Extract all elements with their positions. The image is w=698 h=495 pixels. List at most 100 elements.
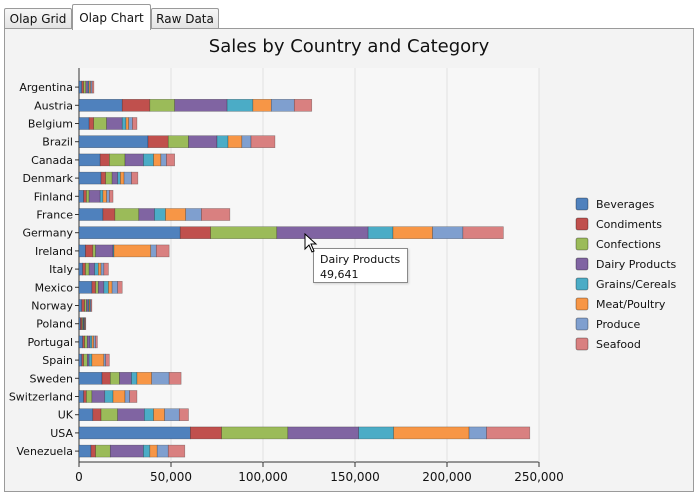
bar-segment (78, 280, 93, 294)
bar-segment (149, 99, 175, 112)
bar-segment (167, 135, 189, 148)
bar-segment (188, 135, 218, 148)
bar-segment (178, 408, 189, 422)
y-category-label: Mexico (35, 281, 74, 294)
bar-segment (102, 190, 107, 203)
bar-segment (86, 390, 93, 403)
bar-segment (78, 135, 149, 148)
legend-swatch (575, 217, 589, 231)
bar-segment (468, 426, 487, 440)
bar-segment (367, 226, 394, 239)
bar-segment (132, 117, 138, 130)
bar-segment (99, 153, 110, 167)
tooltip-category: Dairy Products (320, 253, 401, 266)
legend-label: Grains/Cereals (596, 278, 677, 291)
mouse-cursor-icon (304, 233, 318, 253)
y-category-label: Denmark (22, 172, 73, 185)
x-tick-label: 100,000 (238, 470, 288, 484)
bar-segment (109, 444, 144, 458)
bar-segment (174, 99, 228, 112)
bar-segment (85, 80, 89, 94)
legend-label: Meat/Poultry (596, 298, 666, 311)
legend-label: Dairy Products (596, 258, 677, 271)
y-category-label: Finland (34, 190, 73, 203)
bar-segment (250, 135, 276, 148)
bar-segment (92, 408, 102, 422)
bar-segment (358, 426, 394, 440)
bar-segment (136, 371, 152, 385)
bar-segment (221, 426, 289, 440)
bar-segment (78, 371, 103, 385)
bar-segment (78, 153, 101, 167)
bar-segment (78, 226, 181, 239)
bar-segment (85, 244, 94, 258)
bar-segment (98, 280, 105, 294)
bar-segment (83, 353, 88, 367)
bar-segment (109, 371, 120, 385)
bar-segment (128, 117, 133, 130)
x-tick-label: 200,000 (422, 470, 472, 484)
bar-segment (78, 390, 84, 403)
bar-segment (124, 390, 130, 403)
legend-swatch (575, 257, 589, 271)
y-category-label: France (36, 209, 73, 222)
bar-segment (252, 99, 272, 112)
bar-segment (166, 153, 175, 167)
bar-segment (83, 80, 87, 94)
bar-segment (90, 444, 96, 458)
bar-segment (95, 280, 99, 294)
tab-raw-data[interactable]: Raw Data (151, 8, 219, 29)
bar-segment (103, 353, 106, 367)
bar-segment (86, 335, 91, 349)
bar-segment (87, 299, 90, 312)
y-category-label: Spain (42, 354, 73, 367)
bar-segment (94, 262, 99, 276)
bar-segment (190, 426, 222, 440)
bar-segment (165, 208, 187, 221)
bar-segment (276, 226, 369, 239)
bar-segment (78, 190, 84, 203)
bar-segment (82, 262, 86, 276)
bar-segment (103, 280, 109, 294)
bar-segment (121, 117, 127, 130)
bar-segment (108, 280, 113, 294)
bar-segment (156, 444, 169, 458)
legend-label: Condiments (596, 218, 662, 231)
bar-segment (84, 317, 87, 331)
y-category-label: Argentina (19, 81, 73, 94)
bar-segment (78, 426, 191, 440)
bar-segment (88, 353, 93, 367)
bar-segment (226, 99, 254, 112)
bar-segment (185, 208, 202, 221)
bar-segment (87, 80, 90, 94)
bar-segment (143, 444, 151, 458)
legend-swatch (575, 277, 589, 291)
bar-segment (78, 117, 90, 130)
bar-segment (150, 244, 157, 258)
bar-segment (287, 426, 359, 440)
bar-segment (462, 226, 504, 239)
bar-segment (106, 190, 110, 203)
bar-segment (164, 408, 180, 422)
bar-segment (83, 390, 87, 403)
tab-olap-chart[interactable]: Olap Chart (72, 4, 151, 30)
bar-segment (83, 190, 87, 203)
bar-tooltip: Dairy Products 49,641 (313, 248, 408, 283)
y-category-label: Germany (22, 227, 73, 240)
y-category-label: Brazil (42, 136, 73, 149)
y-category-label: Canada (31, 154, 73, 167)
legend-swatch (575, 317, 589, 331)
plot-area (79, 68, 539, 462)
y-category-label: Sweden (30, 372, 73, 385)
tab-olap-grid[interactable]: Olap Grid (4, 8, 72, 29)
bar-segment (100, 408, 118, 422)
bar-segment (113, 244, 152, 258)
bar-segment (78, 444, 92, 458)
bar-segment (160, 153, 167, 167)
bar-segment (124, 153, 144, 167)
bar-segment (149, 444, 158, 458)
x-tick-label: 50,000 (150, 470, 192, 484)
bar-segment (154, 208, 166, 221)
y-category-label: Switzerland (9, 391, 73, 404)
